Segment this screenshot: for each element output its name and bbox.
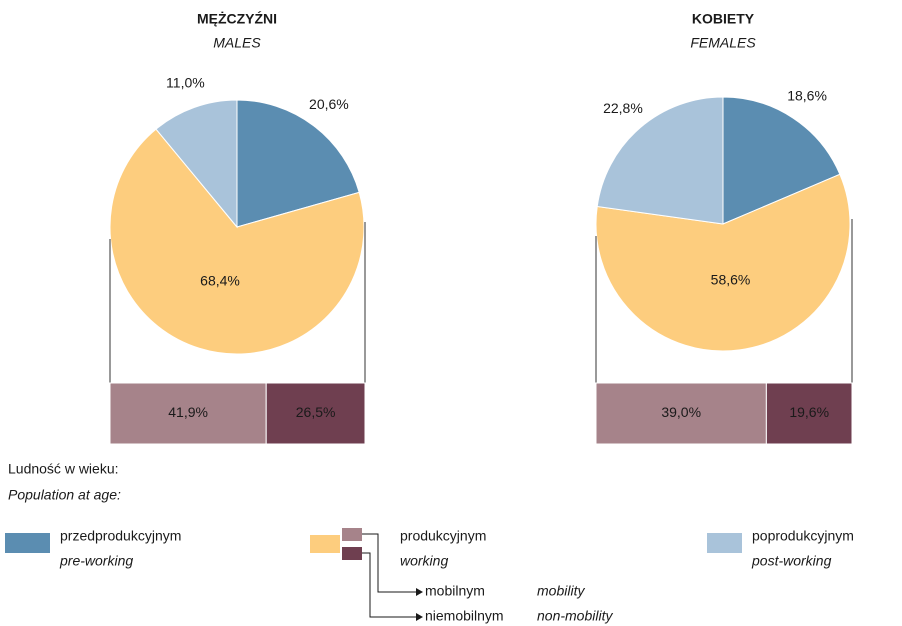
- data-label: 11,0%: [166, 74, 205, 90]
- legend-translation: post-working: [751, 553, 832, 569]
- legend-translation: non-mobility: [537, 608, 613, 624]
- legend-swatch: [707, 533, 742, 553]
- legend-label: mobilnym: [425, 583, 485, 599]
- data-label: 39,0%: [661, 404, 701, 420]
- arrowhead: [416, 613, 423, 621]
- pie-slice: [236, 99, 360, 228]
- legend-label: przedprodukcyjnym: [60, 528, 181, 544]
- chart-title: MĘŻCZYŹNI: [197, 11, 277, 27]
- data-label: 68,4%: [200, 272, 240, 288]
- legend-label: produkcyjnym: [400, 528, 486, 544]
- legend: Ludność w wieku: Population at age:: [8, 461, 423, 621]
- data-label: 18,6%: [787, 88, 827, 104]
- pie-slice: [722, 96, 841, 225]
- breakdown-bar: [765, 382, 853, 445]
- legend-swatch: [5, 533, 50, 553]
- pie-slice: [155, 99, 238, 229]
- data-label: 19,6%: [789, 404, 829, 420]
- legend-label: poprodukcyjnym: [752, 528, 854, 544]
- breakdown-bar: [595, 382, 767, 445]
- chart-subtitle: MALES: [213, 35, 261, 51]
- breakdown-bar: [265, 382, 366, 445]
- legend-swatch: [310, 535, 340, 553]
- data-label: 41,9%: [168, 404, 208, 420]
- chart-subtitle: FEMALES: [690, 35, 756, 51]
- pie-slice: [596, 96, 724, 225]
- legend-title: Ludność w wieku:: [8, 461, 119, 477]
- chart-title: KOBIETY: [692, 11, 755, 27]
- pie-slice: [595, 173, 851, 352]
- legend-subtitle: Population at age:: [8, 487, 121, 503]
- connector: [362, 552, 416, 618]
- legend-swatch: [342, 528, 362, 541]
- legend-swatch: [342, 547, 362, 560]
- legend-label: niemobilnym: [425, 608, 504, 624]
- pie-slice: [109, 128, 365, 355]
- legend-translation: pre-working: [59, 553, 133, 569]
- data-label: 20,6%: [309, 96, 349, 112]
- arrowhead: [416, 588, 423, 596]
- data-label: 22,8%: [603, 100, 643, 116]
- connector: [362, 533, 416, 593]
- legend-translation: working: [400, 553, 448, 569]
- data-label: 26,5%: [296, 404, 336, 420]
- legend-translation: mobility: [537, 583, 585, 599]
- data-label: 58,6%: [711, 271, 751, 287]
- breakdown-bar: [109, 382, 267, 445]
